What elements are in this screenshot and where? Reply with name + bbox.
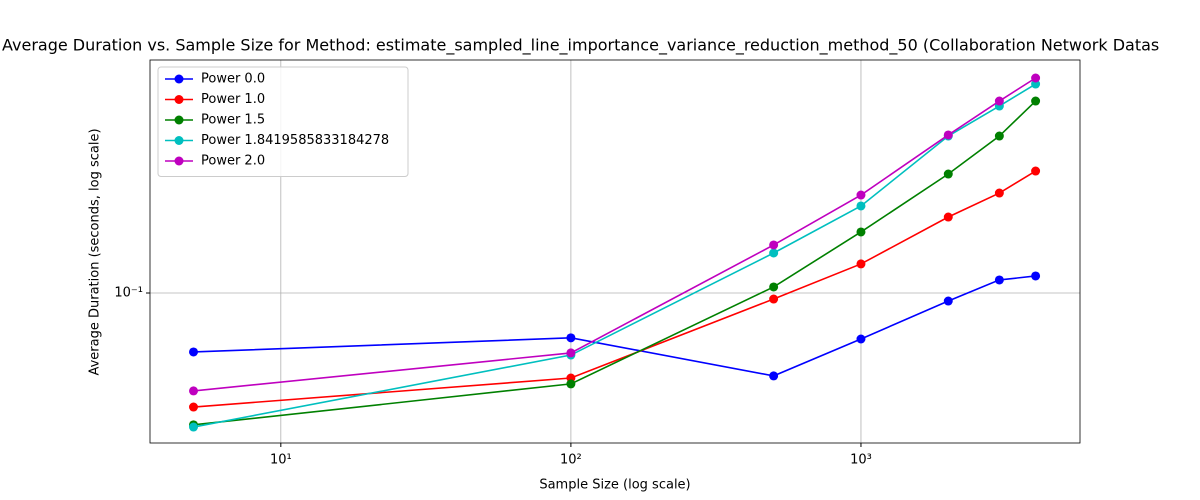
data-point (189, 386, 199, 396)
data-point (856, 201, 866, 211)
data-point (189, 347, 199, 357)
data-point (994, 275, 1004, 285)
data-point (856, 259, 866, 269)
legend: Power 0.0 Power 1.0 Power 1.5 Power 1.84195… (157, 66, 409, 177)
x-axis-label: Sample Size (log scale) (539, 478, 690, 493)
legend-label: Power 1.8419585833184278 (201, 133, 389, 148)
data-point (189, 422, 199, 432)
legend-label: Power 1.0 (201, 92, 265, 107)
data-point (769, 240, 779, 250)
legend-marker (174, 136, 184, 145)
x-tick-label: 10³ (850, 453, 872, 468)
legend-label: Power 0.0 (201, 72, 265, 87)
data-point (994, 188, 1004, 198)
data-point (856, 334, 866, 344)
data-point (769, 371, 779, 381)
x-tick-label: 10¹ (270, 453, 292, 468)
data-point (943, 212, 953, 222)
data-point (189, 402, 199, 412)
data-point (994, 131, 1004, 141)
x-tick-label: 10² (560, 453, 582, 468)
data-point (994, 96, 1004, 106)
data-point (1031, 73, 1041, 83)
legend-label: Power 1.5 (201, 113, 265, 128)
data-point (566, 379, 576, 389)
data-point (1031, 166, 1041, 176)
legend-marker (174, 156, 184, 166)
data-point (769, 282, 779, 292)
data-point (856, 227, 866, 237)
y-axis-label: Average Duration (seconds, log scale) (88, 128, 103, 375)
legend-marker (174, 95, 184, 104)
chart-title: Average Duration vs. Sample Size for Met… (2, 36, 1159, 56)
data-point (943, 169, 953, 179)
y-tick-label: 10⁻¹ (114, 285, 143, 300)
data-point (566, 348, 576, 358)
data-point (1031, 96, 1041, 106)
data-point (1031, 271, 1041, 281)
data-point (943, 296, 953, 306)
legend-label: Power 2.0 (201, 154, 265, 169)
data-point (769, 294, 779, 304)
legend-box (157, 66, 409, 177)
legend-marker (174, 74, 184, 84)
data-point (769, 248, 779, 258)
data-point (943, 130, 953, 140)
data-point (856, 190, 866, 200)
legend-marker (174, 115, 184, 125)
plot-frame (149, 59, 1081, 444)
data-point (566, 333, 576, 343)
